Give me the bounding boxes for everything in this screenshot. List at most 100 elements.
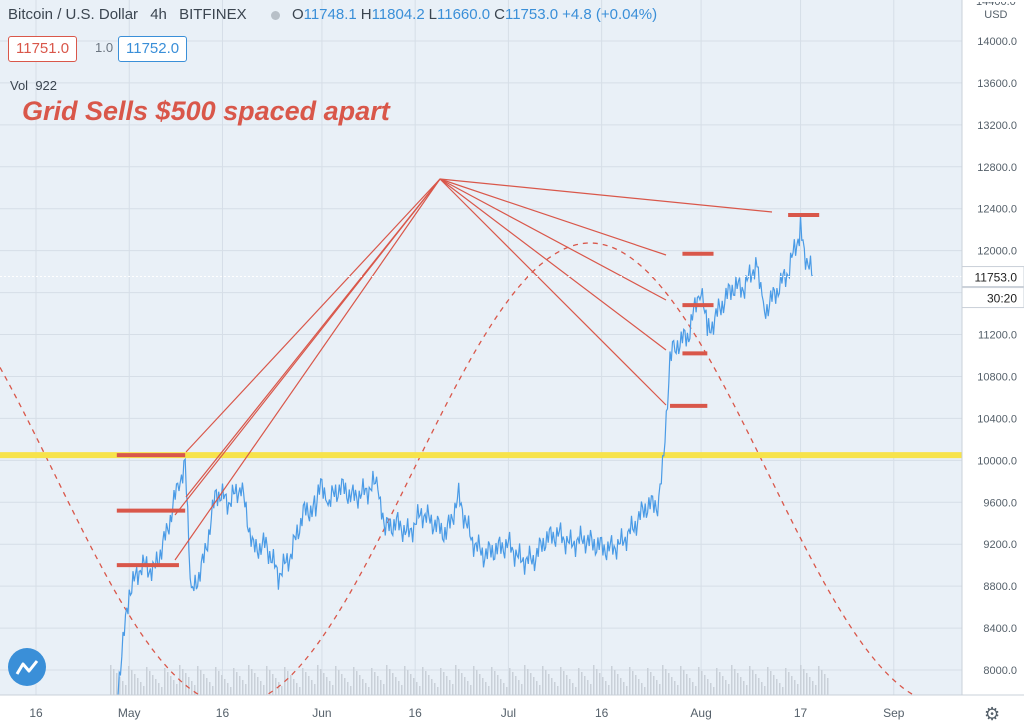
volume-bar bbox=[692, 682, 694, 695]
volume-bar bbox=[452, 684, 454, 695]
y-tick-label: 13200.0 bbox=[977, 120, 1017, 132]
volume-bar bbox=[329, 681, 331, 695]
volume-bar bbox=[170, 676, 172, 695]
volume-bar bbox=[539, 685, 541, 695]
volume-bar bbox=[476, 670, 478, 695]
volume-bar bbox=[305, 672, 307, 695]
volume-bar bbox=[197, 666, 199, 695]
last-price-tag bbox=[961, 266, 1024, 288]
volume-bar bbox=[320, 669, 322, 695]
volume-bar bbox=[350, 686, 352, 695]
symbol-name[interactable]: Bitcoin / U.S. Dollar bbox=[8, 6, 139, 23]
x-tick-label: Sep bbox=[883, 706, 905, 720]
volume-bar bbox=[479, 674, 481, 695]
volume-bar bbox=[602, 677, 604, 695]
volume-bar bbox=[659, 684, 661, 695]
volume-bar bbox=[296, 683, 298, 695]
volume-bar bbox=[737, 673, 739, 695]
volume-bar bbox=[740, 677, 742, 695]
volume-bar bbox=[794, 680, 796, 695]
volume-bar bbox=[518, 680, 520, 695]
volume-bar bbox=[500, 679, 502, 695]
buy-button[interactable]: 11752.0 bbox=[118, 36, 188, 62]
fan-line bbox=[174, 178, 441, 516]
volume-bar bbox=[182, 669, 184, 695]
volume-bar bbox=[599, 673, 601, 695]
volume-bar bbox=[365, 683, 367, 695]
volume-bar bbox=[662, 665, 664, 695]
x-tick-label: May bbox=[118, 706, 141, 720]
volume-bar bbox=[803, 669, 805, 695]
volume-bar bbox=[497, 675, 499, 695]
volume-bar bbox=[410, 674, 412, 695]
volume-bar bbox=[158, 683, 160, 695]
volume-bar bbox=[377, 676, 379, 695]
settings-gear-icon[interactable]: ⚙ bbox=[984, 704, 1001, 724]
volume-bar bbox=[557, 686, 559, 695]
volume-bar bbox=[698, 667, 700, 695]
grid-annotation: Grid Sells $500 spaced apart bbox=[22, 96, 390, 126]
quantity-field[interactable]: 1.0 bbox=[95, 40, 114, 55]
volume-bar bbox=[368, 687, 370, 695]
volume-bar bbox=[290, 675, 292, 695]
y-tick-label: 11200.0 bbox=[978, 330, 1017, 342]
y-tick-label: 13600.0 bbox=[977, 78, 1017, 90]
volume-bar bbox=[251, 669, 253, 695]
price-axis bbox=[962, 0, 1024, 725]
volume-bar bbox=[485, 682, 487, 695]
volume-label: Vol bbox=[10, 78, 29, 93]
x-tick-label: 17 bbox=[794, 706, 808, 720]
volume-bar bbox=[293, 679, 295, 695]
volume-bar bbox=[635, 675, 637, 695]
tradingview-logo-icon[interactable] bbox=[8, 648, 46, 686]
volume-bar bbox=[575, 687, 577, 695]
volume-bar bbox=[689, 678, 691, 695]
volume-bar bbox=[581, 672, 583, 695]
volume-bar bbox=[326, 677, 328, 695]
volume-bar bbox=[443, 672, 445, 695]
volume-bar bbox=[758, 678, 760, 695]
volume-bar bbox=[134, 674, 136, 695]
sell-button[interactable]: 11751.0 bbox=[8, 36, 78, 62]
volume-bar bbox=[224, 679, 226, 695]
y-tick-label: 8000.0 bbox=[983, 665, 1017, 677]
volume-legend: Vol 922 bbox=[10, 78, 57, 93]
volume-bar bbox=[644, 687, 646, 695]
volume-bar bbox=[380, 680, 382, 695]
volume-bar bbox=[707, 679, 709, 695]
interval-label[interactable]: 4h bbox=[150, 6, 167, 23]
volume-bar bbox=[254, 673, 256, 695]
volume-bar bbox=[503, 683, 505, 695]
volume-bar bbox=[653, 676, 655, 695]
volume-bar bbox=[776, 679, 778, 695]
volume-bar bbox=[656, 680, 658, 695]
volume-bar bbox=[428, 675, 430, 695]
volume-bar bbox=[419, 686, 421, 695]
volume-bar bbox=[461, 673, 463, 695]
volume-bar bbox=[725, 680, 727, 695]
fan-line bbox=[439, 178, 667, 406]
volume-bar bbox=[548, 674, 550, 695]
y-tick-label: 8400.0 bbox=[983, 623, 1017, 635]
volume-bar bbox=[275, 678, 277, 695]
volume-bar bbox=[137, 678, 139, 695]
x-tick-label: Aug bbox=[690, 706, 711, 720]
volume-bar bbox=[218, 671, 220, 695]
volume-bar bbox=[734, 669, 736, 695]
volume-bar bbox=[215, 667, 217, 695]
volume-bar bbox=[110, 665, 112, 695]
volume-bar bbox=[614, 670, 616, 695]
volume-bar bbox=[671, 677, 673, 695]
volume-bar bbox=[281, 686, 283, 695]
volume-bar bbox=[491, 667, 493, 695]
volume-bar bbox=[431, 679, 433, 695]
volume-bar bbox=[164, 668, 166, 695]
volume-bar bbox=[149, 671, 151, 695]
volume-bar bbox=[722, 676, 724, 695]
volume-bar bbox=[221, 675, 223, 695]
volume-bar bbox=[458, 669, 460, 695]
price-line-series bbox=[116, 215, 814, 698]
volume-bar bbox=[827, 678, 829, 695]
volume-bar bbox=[401, 685, 403, 695]
